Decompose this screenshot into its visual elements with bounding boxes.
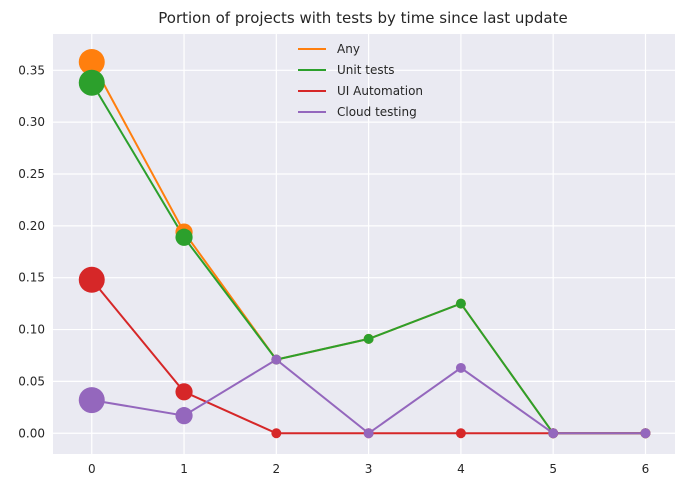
data-point — [455, 298, 466, 309]
y-tick-label: 0.15 — [18, 271, 45, 285]
legend: Any Unit tests UI Automation Cloud testing — [298, 42, 423, 119]
y-axis: 0.00 0.05 0.10 0.15 0.20 0.25 0.30 0.35 — [18, 63, 45, 440]
legend-entry: Cloud testing — [337, 105, 417, 119]
x-axis: 0 1 2 3 4 5 6 — [88, 462, 649, 476]
data-point — [78, 266, 105, 293]
x-tick-label: 1 — [180, 462, 188, 476]
data-point — [455, 362, 466, 373]
y-tick-label: 0.20 — [18, 219, 45, 233]
x-tick-label: 5 — [549, 462, 557, 476]
y-tick-label: 0.00 — [18, 426, 45, 440]
data-point — [78, 69, 105, 96]
x-tick-label: 4 — [457, 462, 465, 476]
data-point — [175, 383, 193, 401]
y-tick-label: 0.35 — [18, 63, 45, 77]
series-markers — [78, 49, 651, 439]
data-point — [363, 333, 374, 344]
legend-entry: Any — [337, 42, 360, 56]
x-tick-label: 0 — [88, 462, 96, 476]
data-point — [640, 428, 651, 439]
y-tick-label: 0.05 — [18, 374, 45, 388]
chart-title: Portion of projects with tests by time s… — [158, 9, 567, 27]
data-point — [175, 407, 193, 425]
data-point — [271, 354, 282, 365]
grid-lines — [53, 34, 675, 454]
data-point — [455, 428, 466, 439]
y-tick-label: 0.25 — [18, 167, 45, 181]
data-point — [175, 228, 193, 246]
legend-entry: Unit tests — [337, 63, 395, 77]
x-tick-label: 3 — [365, 462, 373, 476]
data-point — [271, 428, 282, 439]
data-point — [548, 428, 559, 439]
x-tick-label: 6 — [642, 462, 650, 476]
data-point — [363, 428, 374, 439]
plot-area — [53, 34, 675, 454]
legend-entry: UI Automation — [337, 84, 423, 98]
data-point — [78, 49, 105, 75]
y-tick-label: 0.30 — [18, 115, 45, 129]
y-tick-label: 0.10 — [18, 323, 45, 337]
data-point — [78, 387, 105, 414]
x-tick-label: 2 — [273, 462, 281, 476]
